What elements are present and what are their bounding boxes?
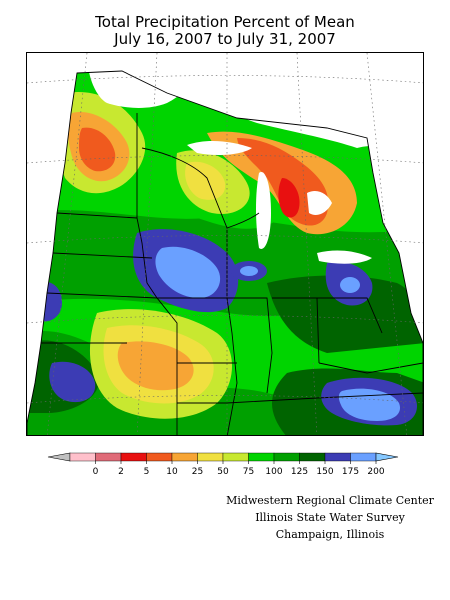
legend-label: 175 [342,467,359,477]
map-title: Total Precipitation Percent of Mean [95,13,355,31]
legend-label: 2 [118,467,124,477]
legend-swatch [350,452,377,462]
credit-survey: Illinois State Water Survey [255,511,405,524]
legend-label: 50 [217,467,229,477]
state-borders [27,70,423,435]
credit-location: Champaign, Illinois [275,528,385,541]
legend-swatch [248,452,275,462]
legend-over-arrow [375,452,399,462]
graticule [27,53,423,435]
precip-field [27,71,423,435]
legend-swatch [146,452,173,462]
map-date-range: July 16, 2007 to July 31, 2007 [114,30,336,48]
legend-label: 0 [93,467,99,477]
credit-center: Midwestern Regional Climate Center [226,494,434,507]
legend-swatch [120,452,147,462]
legend-label: 125 [291,467,308,477]
legend-swatch [222,452,249,462]
legend-label: 200 [367,467,384,477]
legend-swatch [273,452,300,462]
legend-label: 10 [166,467,178,477]
legend-label: 150 [316,467,333,477]
precipitation-map [26,52,424,436]
legend-label: 25 [192,467,203,477]
legend-label: 100 [265,467,282,477]
legend-swatch [197,452,224,462]
legend-label: 5 [144,467,150,477]
legend-swatch [69,452,96,462]
legend-swatch [324,452,351,462]
legend-swatch [95,452,122,462]
legend-swatch [299,452,326,462]
color-legend: 0 2 5 10 25 50 75 100 125 150 175 200 [47,452,399,477]
legend-swatch [171,452,198,462]
legend-label: 75 [243,467,254,477]
legend-under-arrow [47,452,71,462]
